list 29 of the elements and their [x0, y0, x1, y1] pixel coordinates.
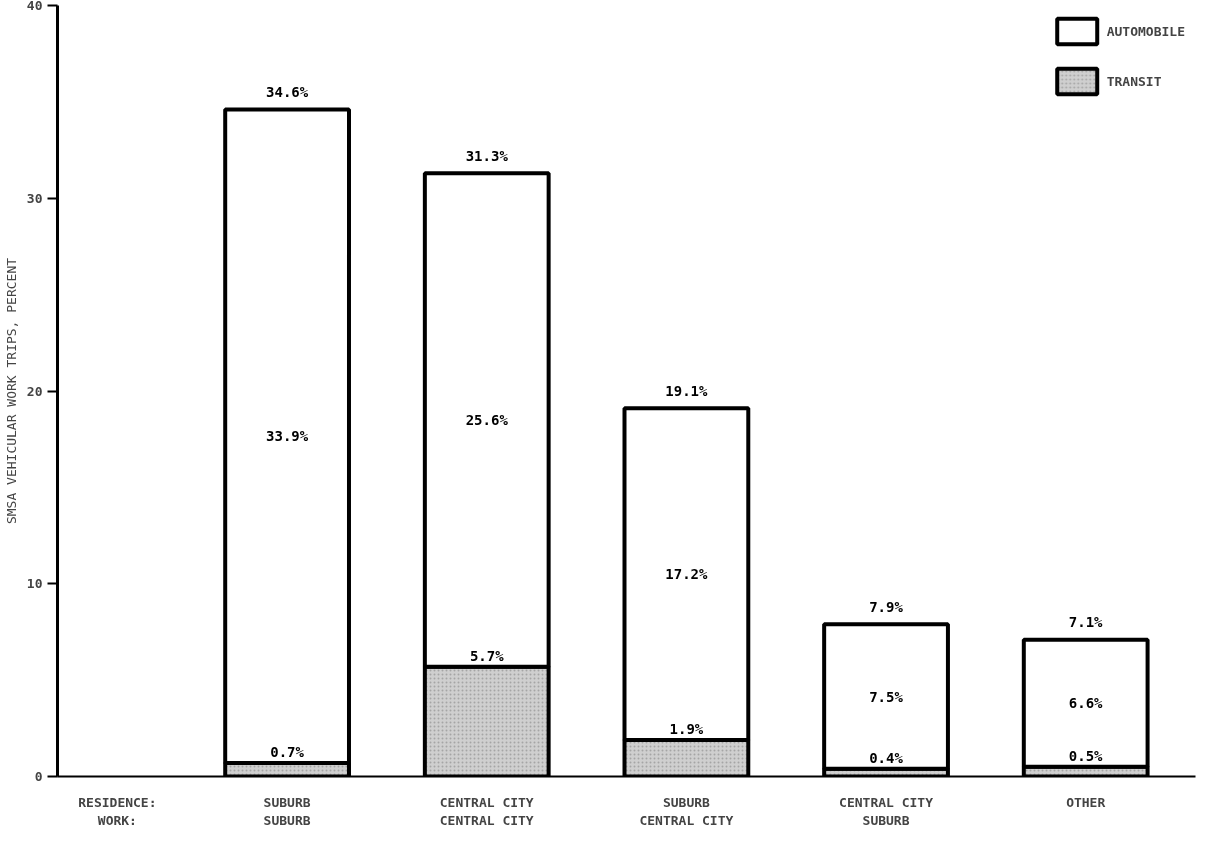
data-label: 25.6% — [465, 411, 509, 428]
y-tick-label: 10 — [26, 576, 43, 592]
data-label: 0.4% — [869, 749, 904, 766]
y-tick-label: 20 — [26, 383, 43, 399]
x-tick-label: CENTRAL CITY CENTRAL CITY — [439, 794, 534, 828]
total-label: 7.1% — [1068, 614, 1104, 631]
data-label: 0.7% — [270, 744, 305, 761]
data-label: 7.5% — [869, 688, 904, 705]
data-label: 5.7% — [469, 647, 505, 664]
data-label: 1.9% — [669, 720, 704, 737]
legend-label: TRANSIT — [1106, 73, 1162, 89]
data-label: 33.9% — [266, 428, 309, 445]
x-tick-label: CENTRAL CITY SUBURB — [839, 794, 934, 828]
x-tick-label: SUBURB CENTRAL CITY — [639, 794, 734, 828]
x-tick-label: OTHER — [1066, 794, 1106, 810]
total-label: 19.1% — [665, 382, 709, 399]
text: RESIDENCE: WORK: — [78, 794, 157, 828]
x-tick-label: SUBURB SUBURB — [263, 794, 311, 828]
data-label: 17.2% — [665, 566, 709, 583]
total-label: 31.3% — [465, 147, 509, 164]
y-tick-label: 30 — [26, 190, 43, 206]
data-label: 0.5% — [1068, 747, 1104, 764]
total-label: 7.9% — [869, 598, 904, 615]
total-label: 34.6% — [266, 83, 309, 100]
legend-label: AUTOMOBILE — [1106, 23, 1185, 39]
y-axis-title: SMSA VEHICULAR WORK TRIPS, PERCENT — [3, 257, 19, 525]
data-label: 6.6% — [1068, 695, 1104, 712]
y-tick-label: 0 — [34, 769, 43, 784]
y-tick-label: 40 — [26, 0, 43, 13]
